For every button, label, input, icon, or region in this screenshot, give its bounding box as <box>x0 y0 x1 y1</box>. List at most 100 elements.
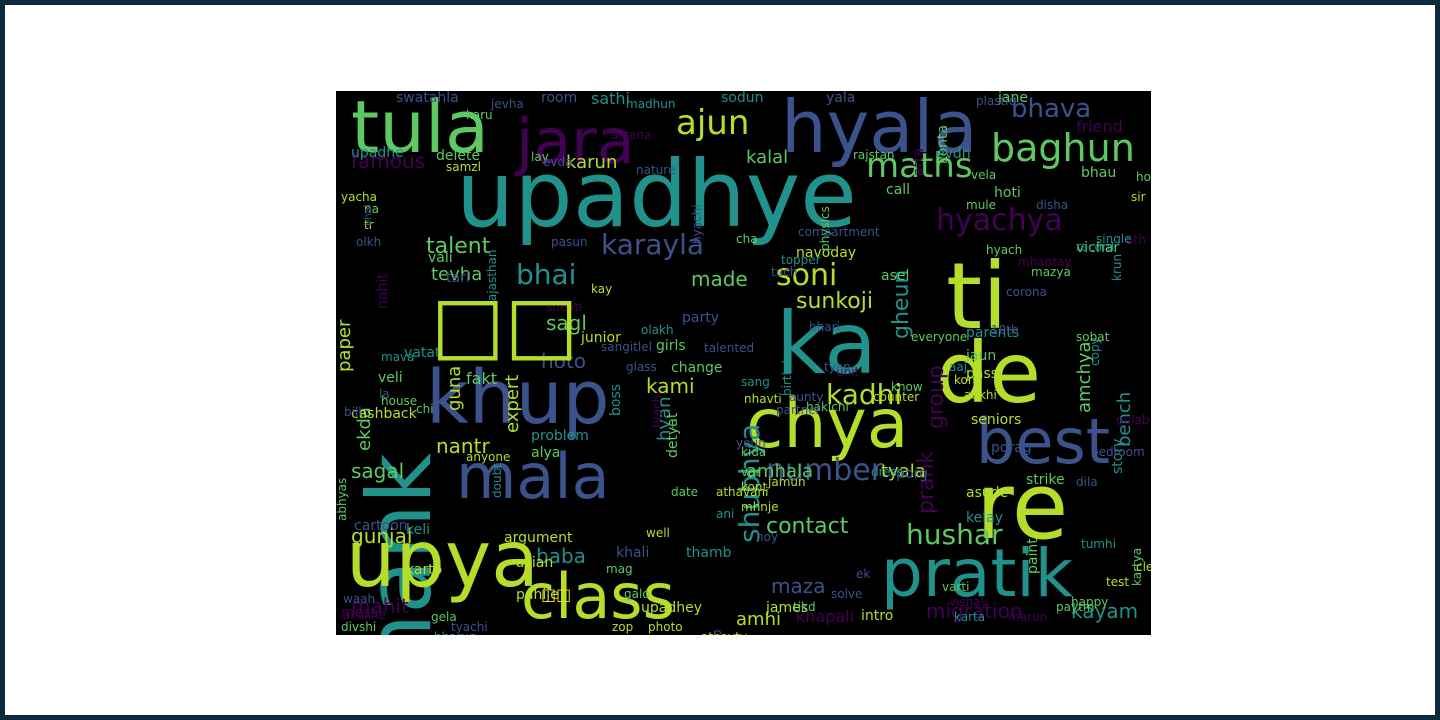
word-bhai: bhai <box>516 258 577 291</box>
word-maza: maza <box>771 574 826 598</box>
word-hoti: hoti <box>994 185 1021 201</box>
word-date: date <box>671 485 699 499</box>
word-upadhey: upadhey <box>641 600 702 616</box>
word-kon: kon <box>954 373 976 387</box>
word-yala: yala <box>826 91 856 106</box>
word-khup: khup <box>426 355 610 441</box>
word-porg: porg <box>896 466 928 482</box>
word-paint: paint <box>1025 538 1041 575</box>
word-vishay: vishay <box>949 595 988 609</box>
word-divshi: divshi <box>341 620 377 634</box>
word-karto: karto <box>406 562 443 578</box>
word-expert: expert <box>502 374 523 433</box>
word-bharun: bharun <box>434 631 477 635</box>
word-sang: sang <box>741 375 770 389</box>
word-hyala: hyala <box>781 91 978 169</box>
word-mess: mess <box>341 605 378 621</box>
word-paper: paper <box>336 319 355 372</box>
word-bill: bill <box>344 405 362 419</box>
word-nahit: nahit <box>375 273 391 310</box>
word-nantr: nantr <box>436 434 490 458</box>
word-keli: keli <box>406 522 431 538</box>
word-ajun: ajun <box>676 103 750 143</box>
word-corona: corona <box>1006 285 1047 299</box>
word-hushar: hushar <box>906 518 1003 551</box>
word-tyachi: tyachi <box>451 620 488 634</box>
word-argument: argument <box>504 530 573 546</box>
word-baba: baba <box>536 544 586 568</box>
word-vela: vela <box>971 168 997 182</box>
word-bakichi: bakichi <box>806 400 849 414</box>
word-hoy: hoy <box>756 530 779 544</box>
word-khali: khali <box>616 545 650 561</box>
word-amhi: amhi <box>736 609 781 630</box>
word-kida: kida <box>741 445 767 459</box>
word-everyone: everyone <box>911 330 968 344</box>
word-disha: disha <box>1036 198 1069 212</box>
word-pratik: pratik <box>881 535 1073 612</box>
word-vali: vali <box>428 250 453 266</box>
word-james: james <box>766 600 809 616</box>
word-madhun: madhun <box>626 97 676 111</box>
word-parents: parents <box>966 325 1020 341</box>
word-bhari: bhari <box>809 320 840 334</box>
word-clear: clear <box>1136 560 1151 574</box>
word-mule: mule <box>966 198 997 212</box>
word-tyach: tyach <box>650 394 664 429</box>
word-jevha: jevha <box>491 97 524 111</box>
word-jane: jane <box>998 91 1028 106</box>
word-athavty: athavty <box>701 631 747 635</box>
word-mhantay: mhantay <box>1018 255 1072 269</box>
word-evdh: evdh <box>936 146 971 162</box>
word-pahije: pahije <box>516 587 559 603</box>
word-yacha: yacha <box>341 190 378 204</box>
word-varti: varti <box>942 580 970 594</box>
word-seniors: seniors <box>971 412 1022 428</box>
word-marun: marun <box>1008 610 1048 624</box>
word-de: de <box>936 324 1041 422</box>
word-atta: atta <box>911 147 927 176</box>
word-vichar: vichar <box>1076 240 1120 256</box>
word-aunty: aunty <box>789 390 824 404</box>
word-relationship: relationship <box>710 630 724 635</box>
word-contact: contact <box>766 514 849 539</box>
word-upadhye: upadhye <box>456 141 857 248</box>
word-hyachya: hyachya <box>936 203 1063 238</box>
word-athavani: athavani <box>716 485 769 499</box>
word-kont: kont <box>741 480 768 494</box>
word-bedroom: bedroom <box>1091 445 1145 459</box>
word-girls: girls <box>656 338 686 354</box>
word-mazya: mazya <box>1031 265 1071 279</box>
word-guna: guna <box>444 365 465 411</box>
word-yeun: yeun <box>736 436 766 450</box>
word-alya: alya <box>531 445 561 461</box>
word-unit: unit <box>836 365 860 379</box>
word-junior: junior <box>581 330 621 346</box>
word-anyone: anyone <box>466 450 511 464</box>
word-akashe: akashe <box>343 608 386 622</box>
word-glyph-box-small: □□ <box>541 585 572 604</box>
word-cha: cha <box>736 232 758 246</box>
word-rajstan: rajstan <box>853 148 895 162</box>
word-tari: tari <box>446 270 470 286</box>
word-jamun: jamun <box>768 475 806 489</box>
word-best: best <box>976 405 1111 478</box>
word-olkh: olkh <box>356 235 382 249</box>
word-ek: ek <box>856 567 871 581</box>
word-amhala: amhala <box>746 461 814 482</box>
word-asude: asude <box>966 485 1009 501</box>
word-room: room <box>541 91 578 106</box>
word-kayam: kayam <box>1071 599 1139 623</box>
word-single: single <box>1096 232 1132 246</box>
word-karayla: karayla <box>601 228 705 261</box>
word-solve: solve <box>831 587 863 601</box>
word-lay: lay <box>531 150 549 164</box>
word-tevha: tevha <box>431 264 483 285</box>
word-birthday: birthday <box>780 345 794 396</box>
word-jara: jara <box>516 105 635 178</box>
word-call: call <box>886 182 911 198</box>
word-re: re <box>976 453 1069 560</box>
word-sobat: sobat <box>1076 330 1110 344</box>
word-la: la <box>379 387 390 401</box>
word-galo: galo <box>624 587 650 601</box>
